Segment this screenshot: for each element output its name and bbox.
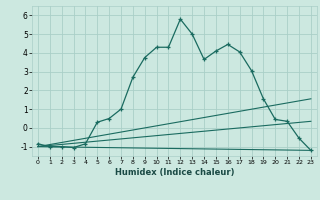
X-axis label: Humidex (Indice chaleur): Humidex (Indice chaleur) bbox=[115, 168, 234, 177]
